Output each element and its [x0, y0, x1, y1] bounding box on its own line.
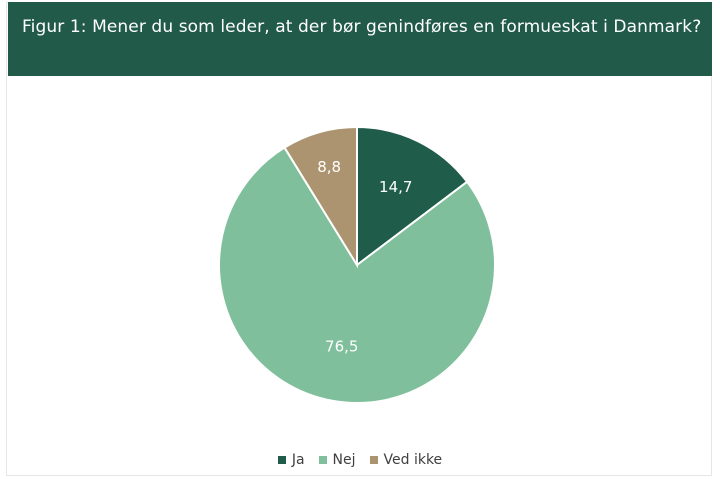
- legend-item-ja: Ja: [277, 452, 305, 468]
- pie-slice-nej: [218, 146, 496, 404]
- data-label-ja: 14,7: [379, 178, 412, 196]
- legend-label: Ved ikke: [383, 452, 443, 468]
- data-label-nej: 76,5: [325, 337, 358, 355]
- chart-header: Figur 1: Mener du som leder, at der bør …: [8, 2, 712, 76]
- legend-item-ved-ikke: Ved ikke: [369, 452, 443, 468]
- data-label-ved-ikke: 8,8: [317, 158, 341, 176]
- legend-swatch: [277, 456, 286, 464]
- chart-title: Figur 1: Mener du som leder, at der bør …: [22, 17, 702, 37]
- legend-item-nej: Nej: [318, 452, 356, 468]
- pie-slice-ja: [356, 125, 469, 268]
- legend-label: Ja: [291, 452, 305, 468]
- pie-slice-ved-ikke: [283, 125, 358, 269]
- legend: Ja Nej Ved ikke: [0, 452, 720, 468]
- legend-swatch: [369, 456, 378, 464]
- legend-swatch: [318, 456, 327, 464]
- legend-label: Nej: [332, 452, 356, 468]
